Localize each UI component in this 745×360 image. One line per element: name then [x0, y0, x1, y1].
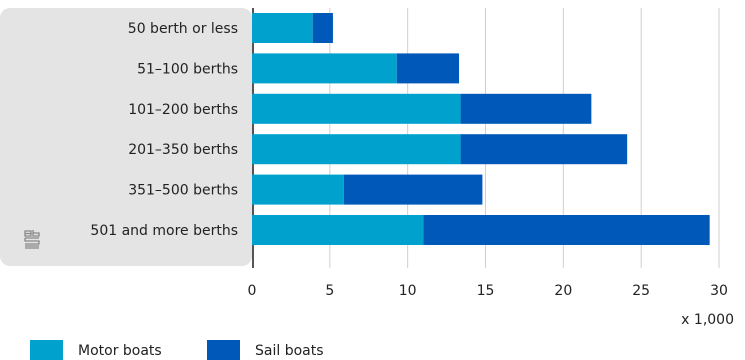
category-label-3: 201–350 berths	[128, 142, 238, 158]
x-tick-label-25: 25	[632, 283, 650, 299]
bar-motor-0	[252, 13, 313, 43]
legend-swatch-0	[30, 340, 63, 360]
cbs-logo-icon	[24, 230, 40, 249]
bar-motor-4	[252, 174, 344, 205]
category-label-2: 101–200 berths	[128, 102, 238, 118]
x-tick-label-15: 15	[477, 283, 495, 299]
legend: Motor boats Sail boats	[30, 340, 324, 360]
x-tick-label-20: 20	[554, 283, 572, 299]
bar-sail-2	[460, 93, 592, 124]
legend-label-0: Motor boats	[78, 343, 162, 359]
bars	[252, 13, 710, 245]
bar-sail-4	[343, 174, 483, 205]
category-labels: 50 berth or less 51–100 berths 101–200 ber…	[90, 21, 238, 239]
legend-label-1: Sail boats	[255, 343, 324, 359]
bar-sail-5	[423, 215, 710, 245]
bar-sail-0	[312, 13, 333, 43]
category-label-0: 50 berth or less	[128, 21, 238, 37]
bar-sail-3	[460, 134, 628, 165]
bar-motor-3	[252, 134, 461, 165]
x-tick-label-5: 5	[325, 283, 334, 299]
x-tick-label-30: 30	[710, 283, 728, 299]
x-axis-ticks: 0 5 10 15 20 25 30	[248, 283, 728, 299]
label-panel	[0, 8, 252, 266]
bar-motor-2	[252, 93, 461, 124]
legend-swatch-1	[207, 340, 240, 360]
x-unit-label: x 1,000	[681, 312, 734, 328]
category-label-1: 51–100 berths	[137, 61, 238, 77]
x-tick-label-10: 10	[399, 283, 417, 299]
bar-motor-5	[252, 215, 424, 245]
bar-motor-1	[252, 53, 397, 84]
category-label-4: 351–500 berths	[128, 183, 238, 199]
category-label-5: 501 and more berths	[90, 223, 238, 239]
x-tick-label-0: 0	[248, 283, 257, 299]
bar-sail-1	[396, 53, 460, 84]
